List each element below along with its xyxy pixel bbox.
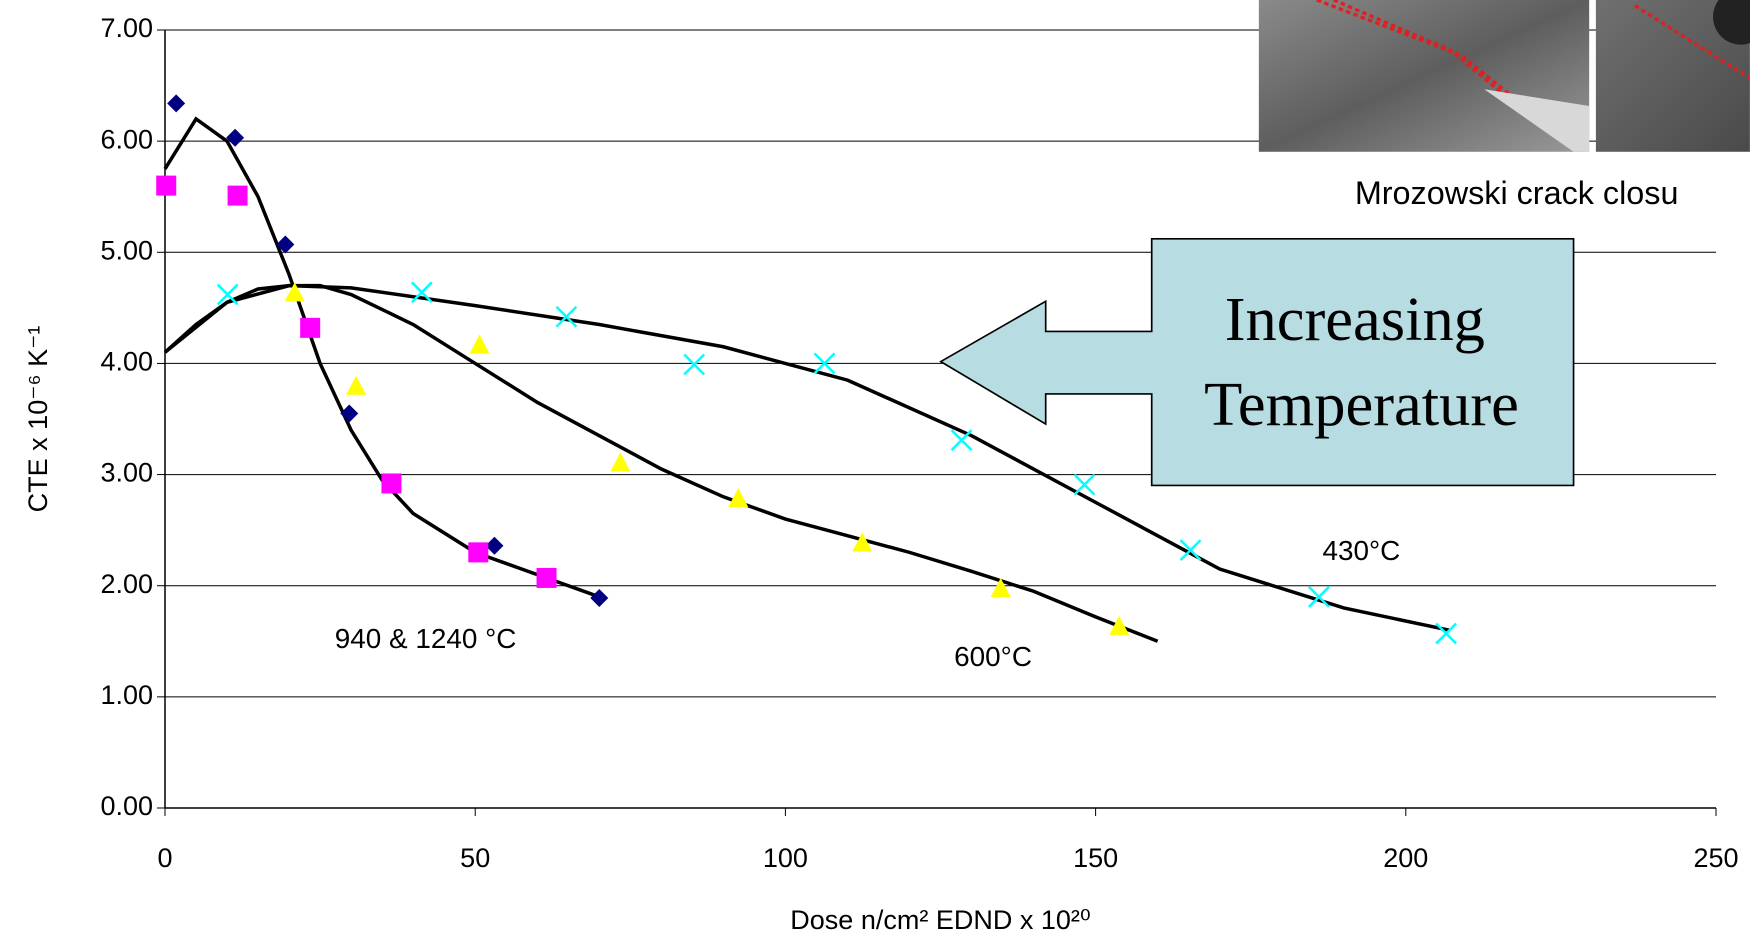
x-marker: [1308, 585, 1330, 608]
photo-spot: [1713, 0, 1750, 45]
x-marker: [683, 353, 706, 376]
triangle-marker: [346, 375, 367, 395]
y-tick-label: 0.00: [100, 791, 153, 821]
square-marker: [468, 542, 489, 563]
triangle-marker: [990, 578, 1011, 598]
square-marker: [156, 175, 177, 196]
y-tick-label: 6.00: [100, 124, 153, 154]
diamond-marker: [485, 536, 504, 555]
x-marker: [555, 305, 578, 328]
callout-text: Temperature: [1204, 369, 1519, 439]
triangle-marker: [1109, 615, 1130, 635]
triangle-marker: [469, 334, 490, 354]
y-tick-label: 5.00: [100, 235, 153, 265]
triangle-marker: [610, 452, 631, 472]
diamond-marker: [226, 128, 245, 147]
trend-line: [163, 283, 1159, 643]
series-annotation: 430°C: [1322, 535, 1400, 566]
square-marker: [300, 317, 321, 338]
x-marker: [1435, 622, 1458, 645]
x-marker: [1179, 539, 1202, 562]
x-tick-label: 0: [157, 843, 172, 873]
x-axis-label: Dose n/cm² EDND x 10²⁰: [790, 905, 1090, 935]
y-tick-label: 3.00: [100, 458, 153, 488]
decor: Mrozowski crack closu Increasing Tempera…: [335, 0, 1750, 672]
square-marker: [381, 473, 402, 494]
x-tick-label: 200: [1383, 843, 1428, 873]
trend-line: [163, 283, 1450, 632]
x-marker: [1073, 473, 1096, 496]
x-tick-label: 50: [460, 843, 490, 873]
crack-line: [1634, 4, 1750, 80]
x-tick-label: 100: [763, 843, 808, 873]
diamond-marker: [167, 94, 186, 113]
plot-area: 0.00 1.00 2.00 3.00 4.00 5.00 6.00 7.00 0 50 100 15…: [23, 13, 1738, 935]
y-tick-label: 2.00: [100, 569, 153, 599]
series-annotation: 940 & 1240 °C: [335, 623, 517, 654]
photo: [1258, 0, 1590, 152]
diamond-marker: [276, 235, 295, 254]
y-tick-label: 7.00: [100, 13, 153, 43]
x-marker: [216, 283, 239, 306]
x-marker: [950, 429, 973, 452]
triangle-marker: [852, 532, 873, 552]
series-annotation: 600°C: [954, 641, 1032, 672]
x-tick-label: 250: [1693, 843, 1738, 873]
triangle-marker: [728, 488, 749, 508]
x-tick-label: 150: [1073, 843, 1118, 873]
photo-highlight: [1484, 89, 1590, 152]
x-marker: [410, 281, 433, 304]
callout-arrow: [939, 237, 1575, 487]
square-marker: [227, 185, 248, 206]
x-marker: [813, 352, 836, 375]
diamond-marker: [340, 404, 359, 423]
y-tick-label: 4.00: [100, 347, 153, 377]
callout-text: Increasing: [1225, 284, 1485, 354]
y-axis-label: CTE x 10⁻⁶ K⁻¹: [23, 326, 53, 513]
triangle-marker: [284, 282, 305, 302]
photo-caption: Mrozowski crack closu: [1355, 175, 1679, 211]
diamond-marker: [590, 588, 609, 607]
square-marker: [536, 567, 557, 588]
y-tick-label: 1.00: [100, 680, 153, 710]
